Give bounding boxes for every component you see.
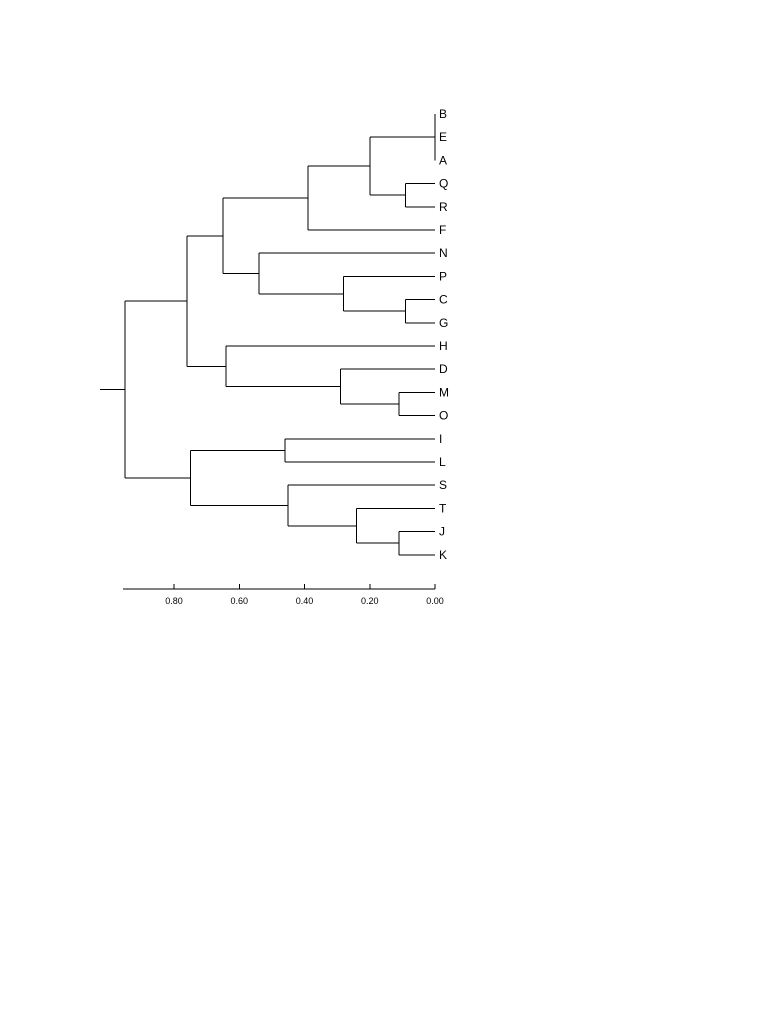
dendrogram-branches xyxy=(100,114,436,556)
leaf-label-g: G xyxy=(439,316,448,330)
leaf-label-p: P xyxy=(439,269,447,283)
axis-tick-label: 0.80 xyxy=(165,596,183,606)
leaf-label-q: Q xyxy=(439,177,448,191)
leaf-label-o: O xyxy=(439,409,448,423)
leaf-label-d: D xyxy=(439,362,448,376)
axis-tick-label: 0.60 xyxy=(230,596,248,606)
leaf-label-t: T xyxy=(439,501,447,515)
leaf-label-r: R xyxy=(439,200,448,214)
leaf-label-b: B xyxy=(439,107,447,121)
axis-tick-label: 0.40 xyxy=(296,596,314,606)
leaf-label-h: H xyxy=(439,339,448,353)
leaf-label-s: S xyxy=(439,478,447,492)
leaf-label-k: K xyxy=(439,548,447,562)
leaf-label-j: J xyxy=(439,525,445,539)
axis-tick-label: 0.00 xyxy=(426,596,444,606)
leaf-label-e: E xyxy=(439,130,447,144)
leaf-label-f: F xyxy=(439,223,446,237)
axis-tick-label: 0.20 xyxy=(361,596,379,606)
leaf-label-c: C xyxy=(439,293,448,307)
distance-axis: 0.80 0.60 0.40 0.20 0.00 xyxy=(123,584,444,606)
leaf-label-i: I xyxy=(439,432,442,446)
leaf-label-m: M xyxy=(439,385,449,399)
leaf-label-l: L xyxy=(439,455,446,469)
leaf-label-n: N xyxy=(439,246,448,260)
leaf-label-a: A xyxy=(439,153,447,167)
